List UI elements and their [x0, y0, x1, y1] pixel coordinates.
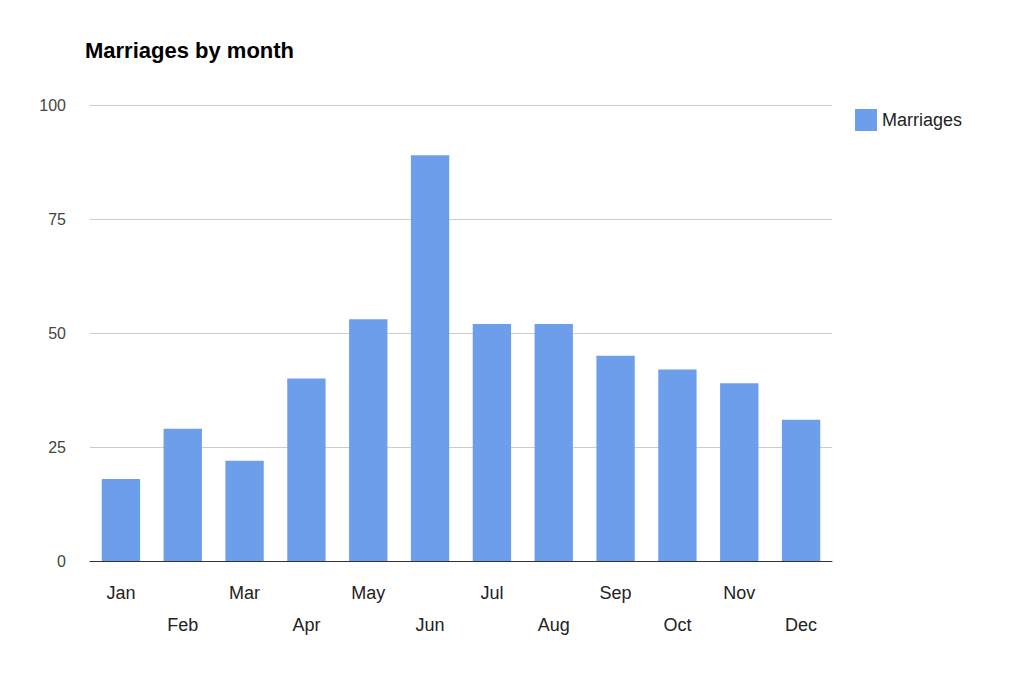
svg-text:Jun: Jun [416, 615, 445, 635]
svg-text:Mar: Mar [229, 583, 260, 603]
svg-text:25: 25 [48, 439, 66, 456]
svg-text:Oct: Oct [663, 615, 691, 635]
svg-text:0: 0 [57, 553, 66, 570]
svg-text:50: 50 [48, 325, 66, 342]
svg-text:Marriages: Marriages [882, 110, 962, 130]
svg-text:Jul: Jul [480, 583, 503, 603]
svg-text:100: 100 [39, 97, 66, 114]
svg-text:75: 75 [48, 211, 66, 228]
svg-text:May: May [351, 583, 385, 603]
svg-text:Nov: Nov [723, 583, 755, 603]
svg-text:Sep: Sep [600, 583, 632, 603]
svg-text:Apr: Apr [292, 615, 320, 635]
svg-text:Marriages by month: Marriages by month [85, 38, 294, 63]
svg-text:Feb: Feb [167, 615, 198, 635]
svg-text:Dec: Dec [785, 615, 817, 635]
svg-text:Aug: Aug [538, 615, 570, 635]
svg-text:Jan: Jan [106, 583, 135, 603]
